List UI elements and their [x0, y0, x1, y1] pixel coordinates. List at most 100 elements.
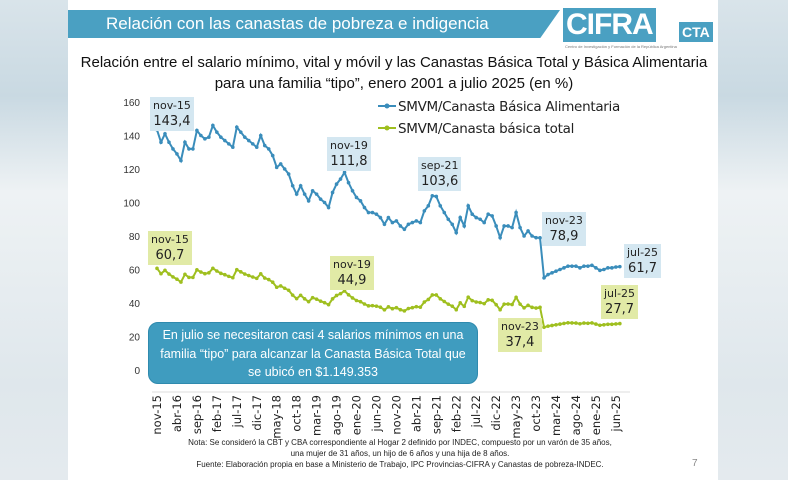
data-point [223, 272, 227, 277]
data-point [618, 321, 622, 326]
data-point [518, 302, 522, 306]
data-point [534, 306, 538, 310]
data-point [254, 276, 259, 281]
data-point [207, 135, 211, 139]
data-point [482, 301, 486, 306]
page-number: 7 [692, 458, 698, 469]
data-point [286, 172, 291, 176]
data-point [550, 271, 554, 275]
data-point [246, 273, 251, 278]
data-point [207, 271, 211, 275]
data-label-green: nov-15 60,7 [148, 231, 192, 265]
y-tick-label: 0 [134, 366, 140, 377]
data-point [478, 300, 482, 305]
data-point [374, 304, 379, 308]
data-label-value: 60,7 [155, 248, 185, 263]
data-point [266, 147, 271, 151]
x-tick-label: ene-20 [350, 395, 364, 435]
data-point [474, 215, 479, 220]
data-point [362, 302, 367, 306]
data-point [526, 229, 530, 233]
x-tick-label: ene-25 [589, 395, 603, 435]
data-label-date: nov-15 [153, 99, 191, 112]
data-point [446, 302, 451, 306]
x-tick-label: may-23 [509, 395, 523, 439]
data-point [338, 177, 343, 181]
data-label-value: 103,6 [421, 174, 459, 189]
data-point [442, 210, 447, 215]
data-point [470, 298, 475, 303]
x-tick-label: nov-15 [150, 395, 164, 435]
data-point [570, 264, 574, 268]
data-point [618, 264, 622, 269]
x-tick-label: jul-22 [469, 395, 483, 428]
data-point [235, 125, 239, 129]
series-line [156, 267, 620, 329]
data-point [211, 123, 215, 128]
footnote: Nota: Se consideró la CBT y CBA correspo… [120, 437, 680, 470]
data-point [298, 183, 303, 188]
data-point [574, 264, 578, 268]
data-point [159, 140, 163, 144]
data-point [530, 305, 534, 310]
data-point [546, 272, 550, 277]
data-label-value: 111,8 [330, 154, 368, 169]
data-point [187, 275, 191, 280]
data-point [199, 133, 203, 138]
background-right [718, 0, 788, 480]
data-point [566, 264, 570, 268]
data-label-green: nov-19 44,9 [330, 256, 374, 290]
data-point [191, 147, 195, 151]
data-point [550, 323, 554, 328]
data-point [542, 276, 546, 280]
data-point [502, 224, 506, 228]
data-label-value: 61,7 [628, 261, 657, 276]
data-point [294, 296, 299, 301]
data-point [446, 217, 451, 222]
data-point [155, 266, 159, 271]
x-tick-label: jun-20 [369, 395, 383, 433]
data-label-date: sep-21 [421, 159, 459, 172]
data-point [390, 220, 395, 225]
data-point [302, 297, 307, 301]
data-label-date: nov-23 [501, 320, 539, 333]
data-point [414, 304, 419, 309]
data-point [250, 142, 255, 146]
data-point [538, 236, 542, 240]
x-tick-label: may-18 [270, 395, 284, 439]
data-point [318, 197, 323, 201]
data-point [179, 280, 183, 284]
data-point [330, 190, 335, 195]
data-point [546, 324, 550, 328]
data-point [262, 276, 267, 280]
y-tick-label: 80 [129, 232, 141, 243]
data-point [322, 300, 327, 305]
data-point [522, 306, 526, 310]
data-point [538, 305, 542, 310]
background-left [0, 0, 70, 480]
data-label-date: jul-25 [604, 287, 636, 300]
x-tick-label: oct-18 [290, 395, 304, 432]
x-tick-label: dic-22 [489, 395, 503, 431]
data-point [614, 265, 618, 269]
data-point [554, 269, 558, 273]
data-point [290, 183, 295, 188]
data-point [458, 215, 463, 220]
chart-title: Relación entre el salario mínimo, vital … [80, 54, 708, 92]
data-point [167, 140, 171, 144]
data-point [254, 145, 259, 150]
header-title: Relación con las canastas de pobreza e i… [106, 14, 489, 33]
data-point [590, 263, 594, 268]
data-point [454, 230, 459, 235]
data-point [474, 300, 479, 304]
data-point [590, 321, 594, 325]
data-point [506, 302, 510, 306]
data-point [490, 298, 494, 303]
data-point [211, 266, 215, 271]
data-point [215, 269, 219, 273]
legend-label: SMVM/Canasta básica total [398, 121, 574, 137]
data-point [466, 295, 471, 299]
data-point [290, 293, 295, 297]
data-label-date: nov-15 [151, 233, 189, 246]
x-tick-label: sep-16 [190, 395, 204, 434]
